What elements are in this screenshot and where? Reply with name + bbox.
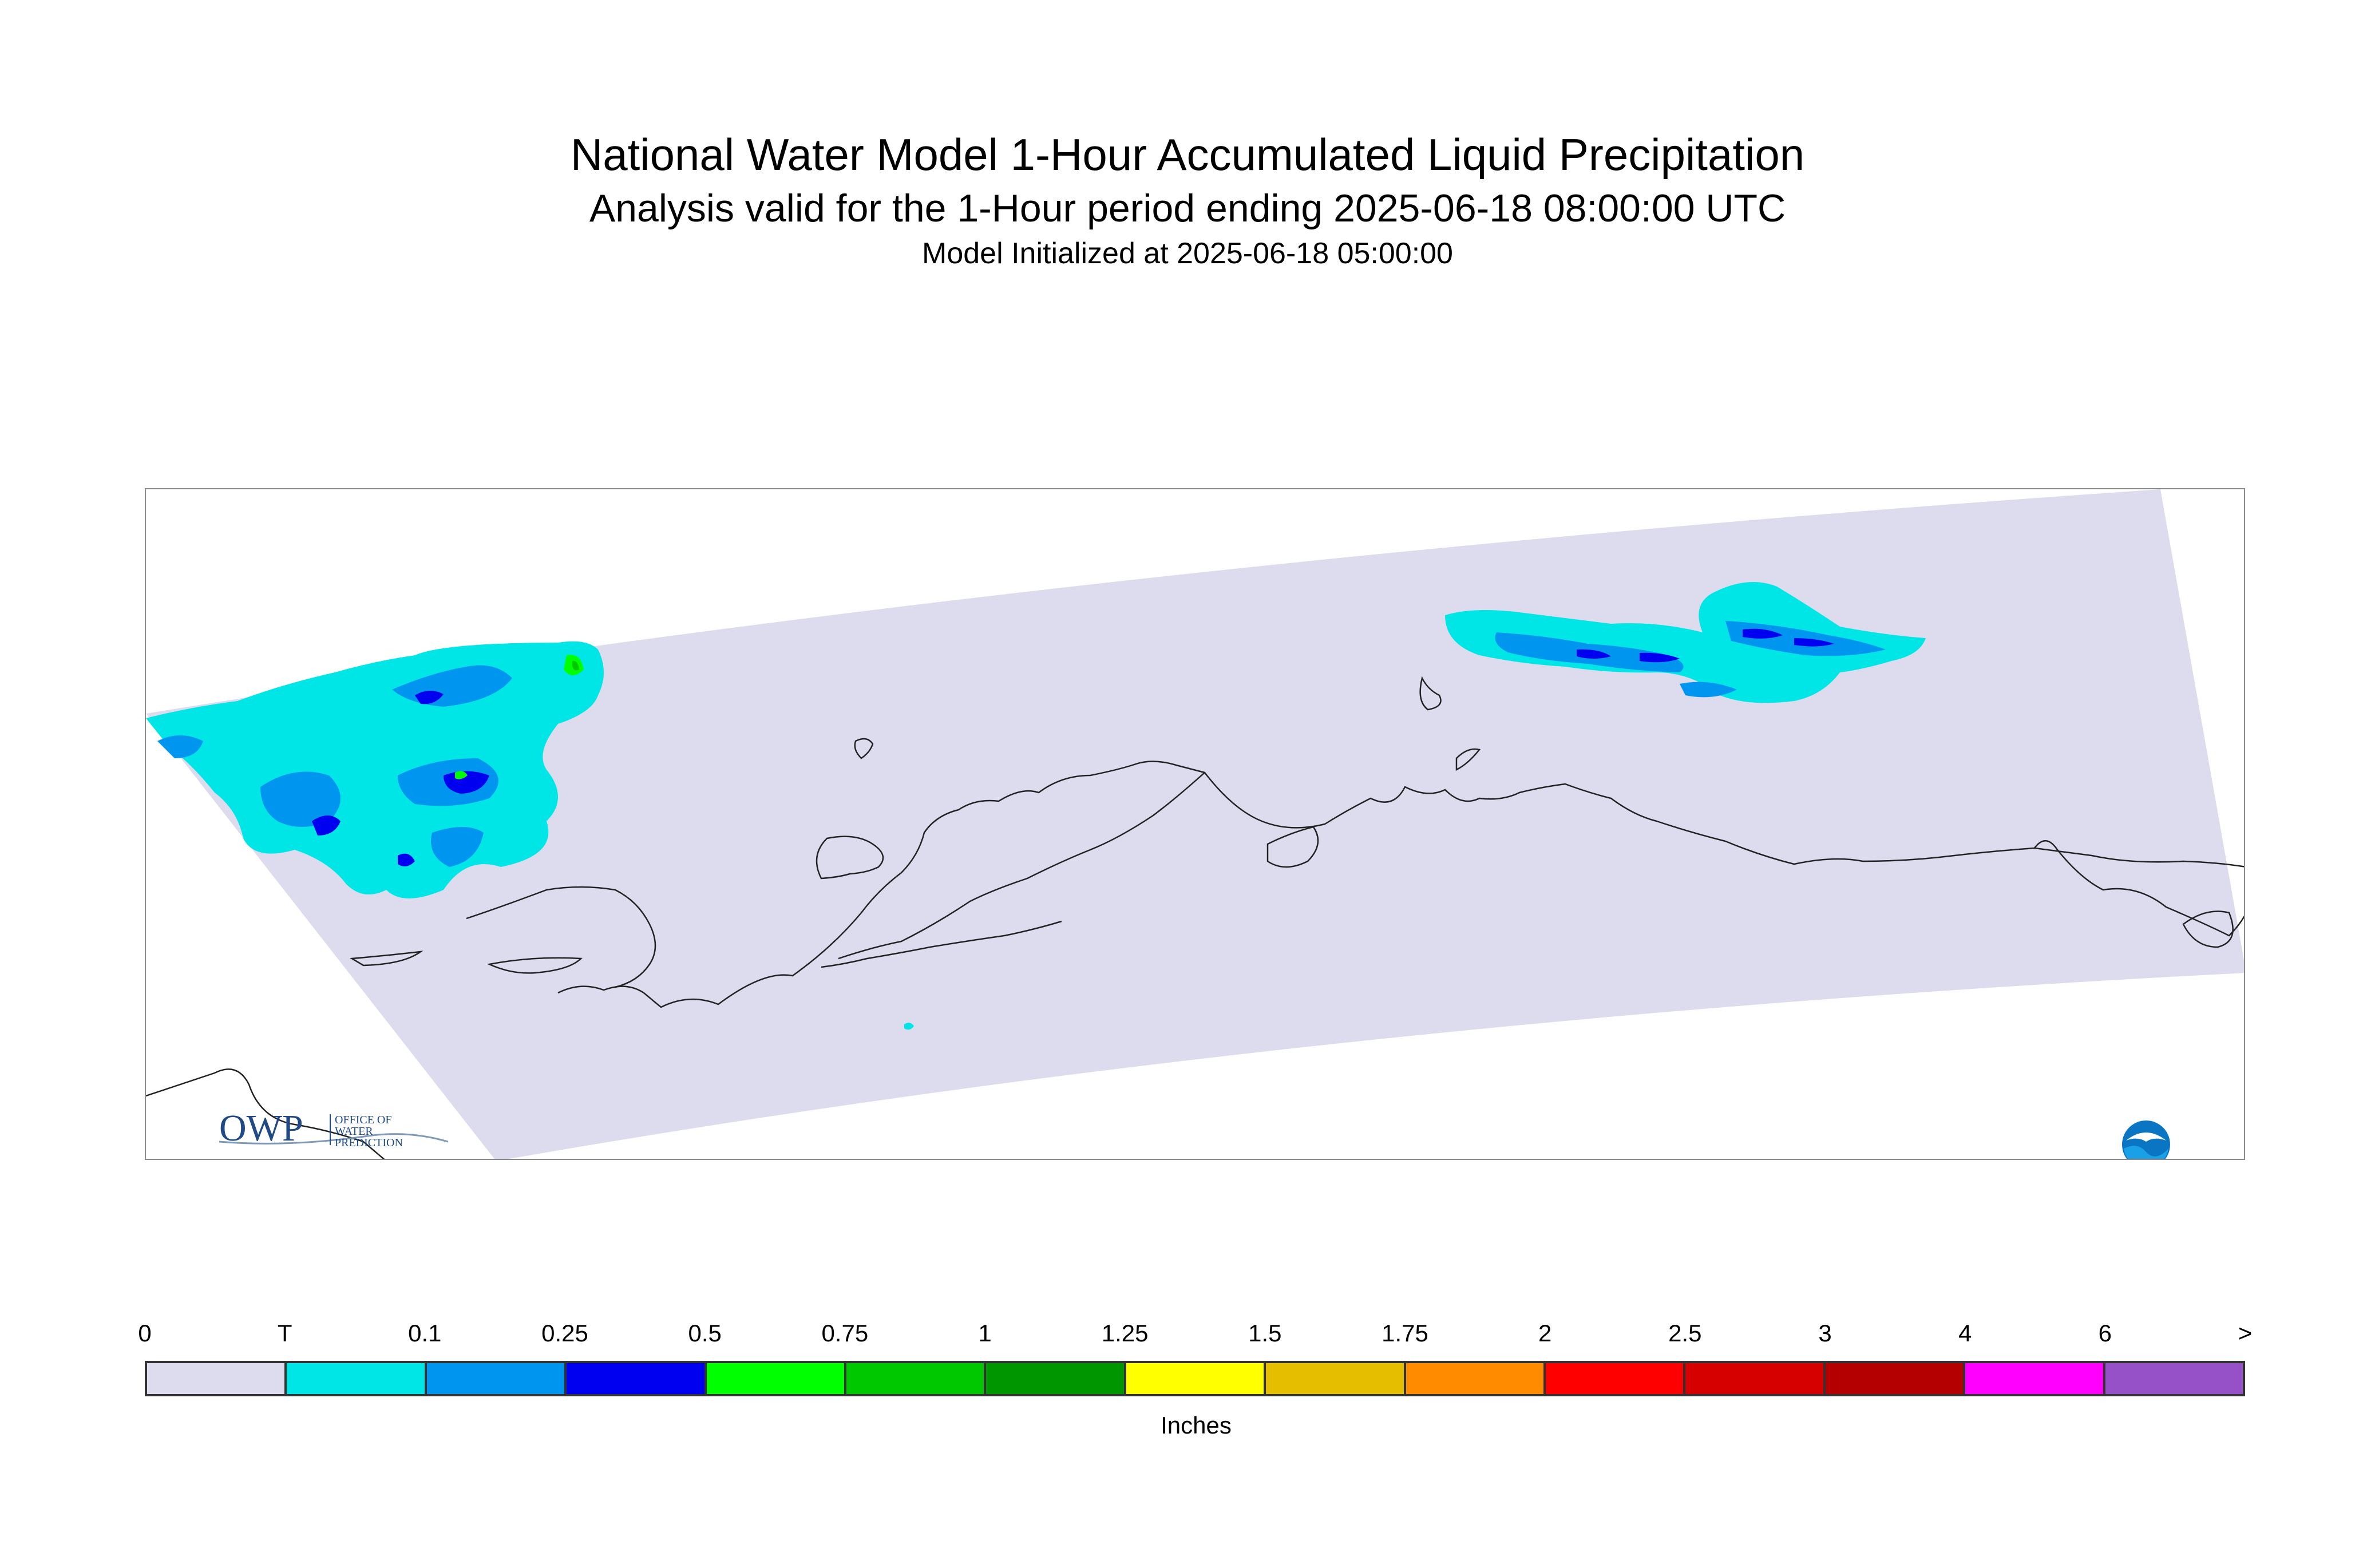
precipitation-map [146, 489, 2244, 1159]
legend-tick-label: 6 [2098, 1320, 2112, 1347]
legend-swatch [846, 1363, 987, 1394]
legend-swatch [2105, 1363, 2243, 1394]
owp-logo-graphic: OWP OFFICE OF WATER PREDICTION [219, 1107, 448, 1149]
legend-swatch [986, 1363, 1126, 1394]
seward-peninsula [466, 886, 656, 988]
legend-tick-label: 0.75 [821, 1320, 869, 1347]
noaa-logo-mark: NOAA [2136, 1133, 2156, 1141]
bristol-bay-coast [816, 836, 884, 880]
legend-labels: 0 T 0.1 0.25 0.5 0.75 1 1.25 1.5 1.75 2 2.5 3 4 6 > [138, 1319, 2252, 1353]
noaa-logo-bird [2126, 1133, 2166, 1142]
legend-tick-label: 2.5 [1668, 1320, 1702, 1347]
legend-swatch [1546, 1363, 1686, 1394]
small-island-1 [1419, 676, 1442, 711]
precip-trace-south [904, 1023, 914, 1030]
precip-northeast [1445, 582, 1926, 703]
legend-swatch [1825, 1363, 1966, 1394]
precip-heavy-nw [455, 655, 584, 779]
legend-swatch [147, 1363, 287, 1394]
noaa-logo-wave [2124, 1146, 2168, 1159]
legend-swatch [287, 1363, 427, 1394]
precip-moderate-nw [312, 690, 489, 866]
map-subtitle: Analysis valid for the 1-Hour period end… [589, 187, 1786, 230]
st-lawrence-island [486, 957, 583, 974]
precip-northwest [146, 641, 604, 898]
noaa-logo-graphic: NOAA [2122, 1120, 2170, 1159]
legend-tick-label: 1 [978, 1320, 992, 1347]
precip-maxcore-nw [572, 660, 579, 671]
legend-units: Inches [1161, 1412, 1232, 1439]
legend-tick-label: 4 [1958, 1320, 1972, 1347]
precip-moderate-ne [1577, 628, 1834, 663]
precip-trace-ne [1445, 582, 1926, 703]
kamchatka-coast [146, 1068, 385, 1159]
legend-tick-label: 1.5 [1248, 1320, 1282, 1347]
legend-tick-label: 1.75 [1382, 1320, 1428, 1347]
yukon-arctic-coast [2033, 840, 2244, 937]
legend-tick-label: 1.25 [1101, 1320, 1149, 1347]
legend-colorbar [145, 1361, 2245, 1396]
model-init-time: Model Initialized at 2025-06-18 05:00:00 [922, 237, 1453, 270]
legend-tick-label: 2 [1538, 1320, 1552, 1347]
legend-swatch [1965, 1363, 2105, 1394]
banks-island [2182, 910, 2234, 948]
alaska-peninsula [838, 772, 1205, 960]
precip-light-ne [1495, 621, 1886, 698]
owp-logo-line-1: OFFICE OF [335, 1114, 391, 1126]
legend-swatch [426, 1363, 567, 1394]
map-title: National Water Model 1-Hour Accumulated … [570, 129, 1805, 180]
legend-swatch [1406, 1363, 1546, 1394]
legend-tick-label: 3 [1818, 1320, 1832, 1347]
legend-tick-label: 0.5 [688, 1320, 722, 1347]
owp-logo-line-2: WATER [335, 1125, 373, 1138]
legend-swatch [567, 1363, 707, 1394]
legend-tick-label: > [2238, 1320, 2253, 1347]
legend-tick-label: 0 [138, 1320, 152, 1347]
legend-swatch [1266, 1363, 1406, 1394]
legend-swatch [706, 1363, 847, 1394]
owp-logo-line-3: PREDICTION [335, 1137, 403, 1149]
legend-tick-label: 0.1 [408, 1320, 442, 1347]
map-panel: OWP OFFICE OF WATER PREDICTION NOAA [145, 488, 2245, 1160]
legend-tick-label: 0.25 [541, 1320, 588, 1347]
kodiak-island [1266, 826, 1319, 868]
small-island-2 [1455, 748, 1481, 771]
nunivak-island [854, 738, 874, 759]
legend-swatch [1126, 1363, 1266, 1394]
alaska-coastline [557, 761, 2244, 1008]
legend-tick-label: T [277, 1320, 292, 1347]
pribilof-island [350, 951, 423, 967]
legend-swatch [1685, 1363, 1826, 1394]
precip-trace-nw [146, 641, 604, 898]
precip-light-nw [157, 665, 512, 867]
aleutian-chain [821, 920, 1062, 968]
coastlines [146, 676, 2244, 1159]
owp-logo-mark: OWP [219, 1107, 303, 1149]
owp-logo-swoosh [219, 1133, 448, 1145]
